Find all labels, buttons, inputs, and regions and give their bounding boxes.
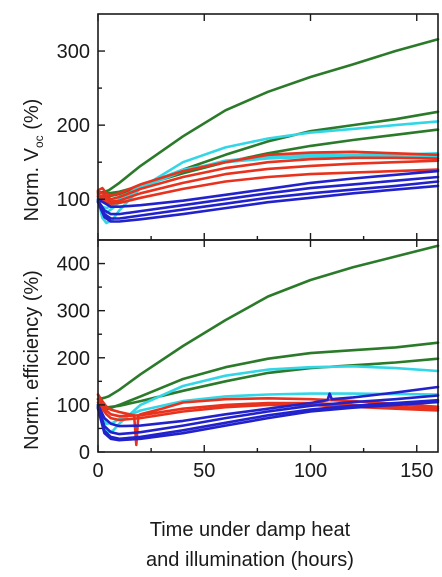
top-series-line-11 bbox=[96, 175, 440, 216]
bottom-panel: 0 100 200 300 400 0 50 100 150 bbox=[57, 239, 440, 482]
bottom-y-tick-label: 400 bbox=[57, 254, 90, 276]
top-series-line-10 bbox=[96, 169, 440, 208]
top-series-line-3 bbox=[96, 120, 440, 225]
top-panel: 100 200 300 bbox=[57, 13, 440, 241]
top-series-line-9 bbox=[96, 168, 440, 205]
xlabel-line1: Time under damp heat bbox=[150, 519, 351, 541]
bottom-plot-frame bbox=[97, 239, 439, 453]
bottom-y-tick-label: 300 bbox=[57, 301, 90, 323]
bottom-x-tick-label: 50 bbox=[193, 460, 215, 482]
bottom-series-line-0 bbox=[96, 244, 440, 401]
bottom-y-tick-label: 0 bbox=[79, 442, 90, 464]
bottom-y-tick-label: 100 bbox=[57, 395, 90, 417]
top-y-tick-label: 100 bbox=[57, 189, 90, 211]
top-series-line-12 bbox=[96, 180, 440, 220]
bottom-series-line-4 bbox=[96, 392, 440, 425]
bottom-y-tick-label: 200 bbox=[57, 348, 90, 370]
top-series-line-7 bbox=[96, 156, 440, 201]
top-y-tick-label: 200 bbox=[57, 115, 90, 137]
top-series-line-13 bbox=[96, 184, 440, 223]
bottom-ylabel: Norm. efficiency (%) bbox=[21, 270, 43, 450]
top-y-tick-label: 300 bbox=[57, 41, 90, 63]
bottom-x-tick-label: 0 bbox=[92, 460, 103, 482]
bottom-x-tick-label: 150 bbox=[400, 460, 433, 482]
bottom-series-line-11 bbox=[96, 400, 440, 442]
top-series-line-8 bbox=[96, 159, 440, 203]
top-series-line-0 bbox=[96, 37, 440, 195]
bottom-x-tick-label: 100 bbox=[294, 460, 327, 482]
xlabel-line2: and illumination (hours) bbox=[146, 549, 354, 571]
top-ylabel: Norm. Voc (%) bbox=[21, 99, 46, 222]
bottom-series-line-9 bbox=[96, 394, 440, 436]
bottom-series-line-10 bbox=[96, 398, 440, 441]
bottom-series-line-8 bbox=[96, 385, 440, 428]
top-series-line-6 bbox=[96, 150, 440, 197]
